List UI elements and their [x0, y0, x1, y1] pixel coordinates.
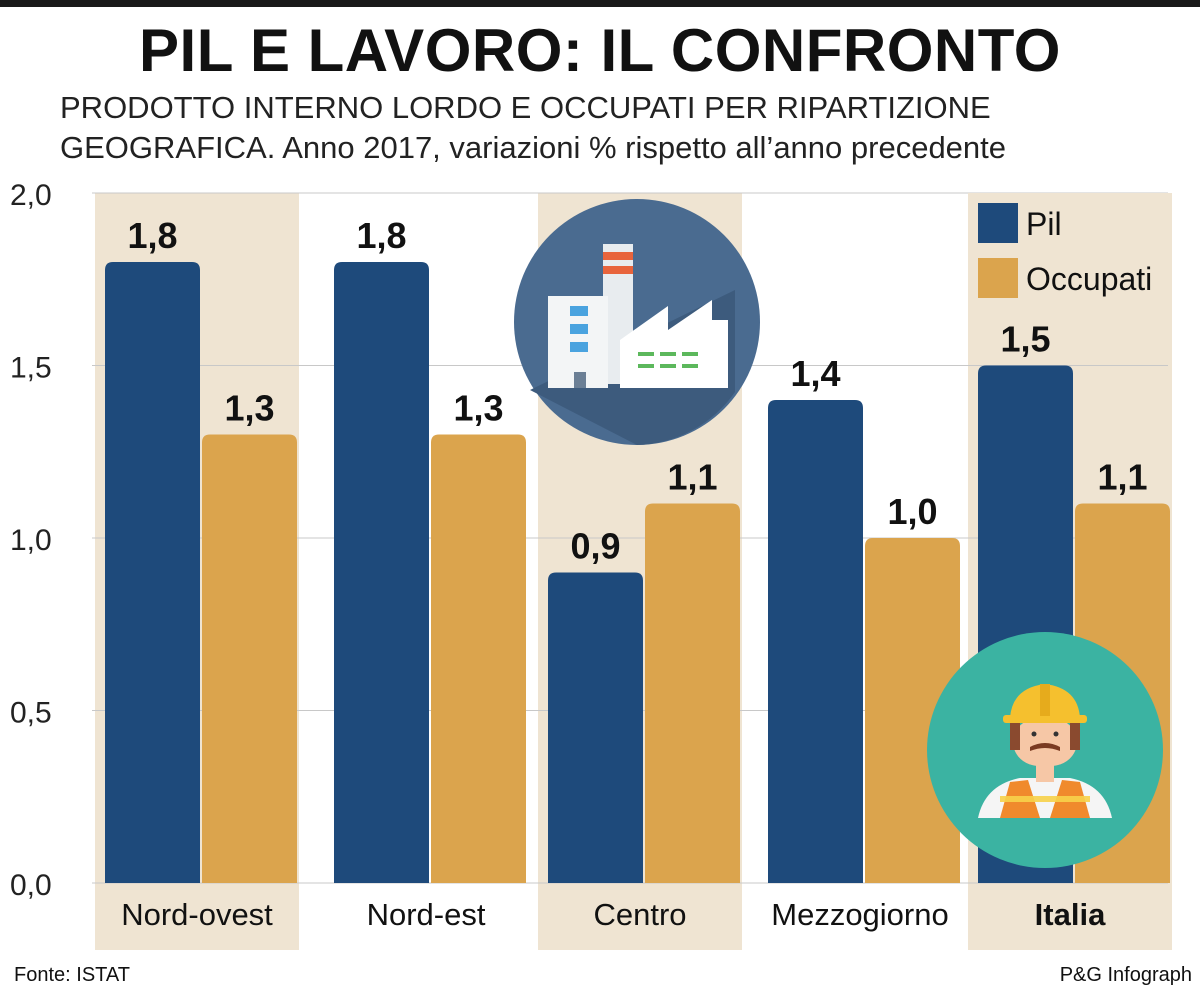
x-category-label: Centro: [593, 897, 686, 932]
value-label: 0,9: [570, 526, 620, 567]
value-label: 1,1: [1097, 457, 1147, 498]
chart-subtitle-line-2: GEOGRAFICA. Anno 2017, variazioni % risp…: [60, 130, 1007, 165]
value-label: 1,3: [453, 388, 503, 429]
value-label: 1,3: [224, 388, 274, 429]
occupati-bar-nord-ovest: [202, 434, 297, 883]
x-category-label: Nord-est: [367, 897, 486, 932]
x-category-label: Nord-ovest: [121, 897, 273, 932]
value-label: 1,1: [667, 457, 717, 498]
value-label: 1,0: [887, 491, 937, 532]
x-category-label: Italia: [1035, 897, 1106, 932]
value-label: 1,5: [1000, 319, 1050, 360]
value-label: 1,8: [356, 215, 406, 256]
occupati-bar-nord-est: [431, 434, 526, 883]
x-category-label: Mezzogiorno: [771, 897, 948, 932]
credit-note: P&G Infograph: [1059, 964, 1192, 986]
occupati-bar-mezzogiorno: [865, 538, 960, 883]
pil-bar-mezzogiorno: [768, 400, 863, 883]
top-rule: [0, 0, 1200, 7]
pil-bar-nord-ovest: [105, 262, 200, 883]
chart-title: PIL E LAVORO: IL CONFRONTO: [139, 17, 1061, 84]
legend-swatch: [978, 258, 1018, 298]
legend-label: Occupati: [1026, 261, 1152, 297]
value-label: 1,4: [790, 353, 840, 394]
source-note: Fonte: ISTAT: [14, 964, 130, 986]
y-tick-label: 2,0: [10, 179, 52, 212]
pil-bar-centro: [548, 572, 643, 883]
y-tick-label: 0,5: [10, 697, 52, 730]
pil-bar-nord-est: [334, 262, 429, 883]
worker-icon: [927, 632, 1163, 868]
factory-icon: [514, 199, 760, 445]
value-label: 1,8: [127, 215, 177, 256]
y-tick-label: 0,0: [10, 869, 52, 902]
y-tick-label: 1,0: [10, 524, 52, 557]
legend-swatch: [978, 203, 1018, 243]
legend-label: Pil: [1026, 206, 1062, 242]
chart-subtitle-line-1: PRODOTTO INTERNO LORDO E OCCUPATI PER RI…: [60, 90, 991, 125]
y-tick-label: 1,5: [10, 352, 52, 385]
occupati-bar-centro: [645, 503, 740, 883]
